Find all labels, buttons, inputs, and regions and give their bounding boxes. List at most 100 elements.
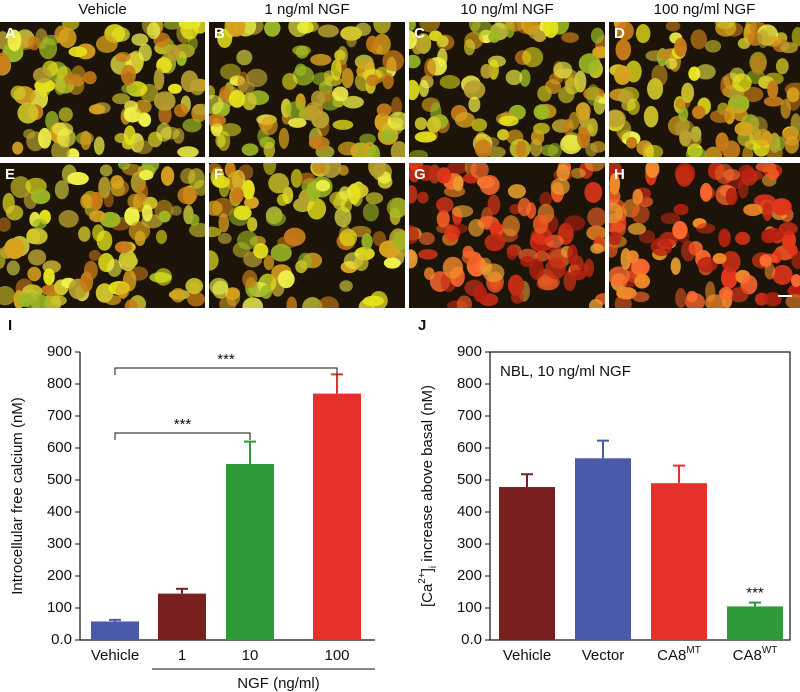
cell	[615, 39, 632, 61]
cell	[112, 93, 131, 105]
cell	[241, 143, 259, 156]
cell	[30, 293, 49, 308]
panel-label: A	[5, 25, 16, 42]
cell	[263, 141, 276, 157]
cell	[107, 258, 122, 277]
x-tick-label: 100	[324, 647, 349, 664]
cell	[357, 59, 375, 70]
cell	[634, 273, 650, 289]
cell	[772, 264, 793, 285]
cell	[791, 26, 800, 47]
cell	[418, 249, 438, 260]
chart-title: NBL, 10 ng/ml NGF	[500, 363, 631, 380]
cell	[12, 141, 24, 155]
cell	[561, 32, 580, 43]
cell	[721, 250, 741, 273]
cells	[209, 163, 405, 308]
cell	[0, 52, 10, 75]
cell	[80, 271, 94, 293]
cell	[228, 89, 246, 108]
cell	[780, 42, 798, 54]
cell	[366, 35, 379, 53]
cell	[340, 199, 353, 213]
cell	[729, 287, 749, 303]
cell	[517, 197, 532, 217]
cell	[80, 193, 93, 209]
cell	[138, 43, 152, 62]
cell	[704, 39, 722, 53]
y-tick-label: 700	[457, 407, 482, 424]
cell	[678, 106, 689, 122]
cell	[520, 255, 535, 268]
panel-label: J	[418, 317, 426, 334]
cell	[209, 94, 224, 115]
cell	[474, 139, 492, 157]
cells	[409, 163, 605, 308]
cell	[124, 100, 139, 112]
y-tick-label: 800	[457, 375, 482, 392]
cell	[588, 299, 603, 308]
cell	[339, 228, 358, 247]
cell	[276, 193, 289, 206]
cell	[632, 188, 643, 205]
y-axis-label: Introcellular free calcium (nM)	[9, 397, 26, 595]
cell	[787, 244, 798, 257]
cell	[173, 103, 189, 118]
cell	[750, 54, 767, 75]
cell	[721, 266, 738, 289]
cell	[456, 295, 472, 308]
cell	[506, 22, 525, 32]
cell	[190, 80, 205, 96]
cell	[738, 164, 755, 180]
cell	[665, 22, 681, 32]
panel-label: E	[5, 166, 15, 183]
cells	[0, 163, 205, 308]
cell	[680, 240, 696, 262]
cells	[0, 22, 205, 157]
cell	[585, 142, 598, 157]
cell	[734, 121, 754, 137]
cell	[137, 182, 149, 203]
cell	[288, 117, 307, 128]
cell	[414, 131, 437, 143]
cell	[115, 51, 131, 63]
significance-bracket	[114, 432, 251, 440]
cell	[54, 180, 69, 200]
cell	[177, 186, 198, 205]
cell	[260, 116, 278, 136]
cell	[242, 270, 258, 289]
cells	[609, 22, 800, 157]
cell	[209, 163, 222, 174]
cell	[673, 203, 689, 216]
cell	[424, 267, 435, 281]
cell	[590, 27, 604, 44]
cell	[791, 273, 800, 288]
cell	[382, 50, 404, 72]
cell	[260, 285, 273, 299]
cell	[117, 163, 131, 170]
cell	[532, 214, 549, 234]
x-tick-label: 10	[242, 647, 259, 664]
cell	[786, 87, 800, 103]
micrograph: C	[409, 22, 605, 157]
cell	[759, 254, 772, 267]
cell	[780, 99, 791, 119]
cell	[134, 99, 152, 114]
y-axis-label-part: ]	[419, 568, 436, 572]
y-axis-label-part: 2+	[417, 572, 428, 584]
cell	[367, 144, 381, 157]
cell	[88, 104, 106, 115]
cell	[436, 197, 454, 213]
cell	[771, 198, 792, 216]
cell	[78, 226, 91, 242]
panel-label: F	[214, 166, 223, 183]
category: 1	[178, 647, 186, 664]
cell	[575, 102, 591, 121]
y-tick-label: 600	[47, 439, 72, 456]
cell	[764, 35, 782, 47]
cell	[647, 78, 664, 100]
y-axis-label-part: [Ca	[419, 583, 436, 607]
bar	[158, 593, 206, 640]
cell	[264, 22, 281, 37]
cell	[409, 225, 420, 245]
